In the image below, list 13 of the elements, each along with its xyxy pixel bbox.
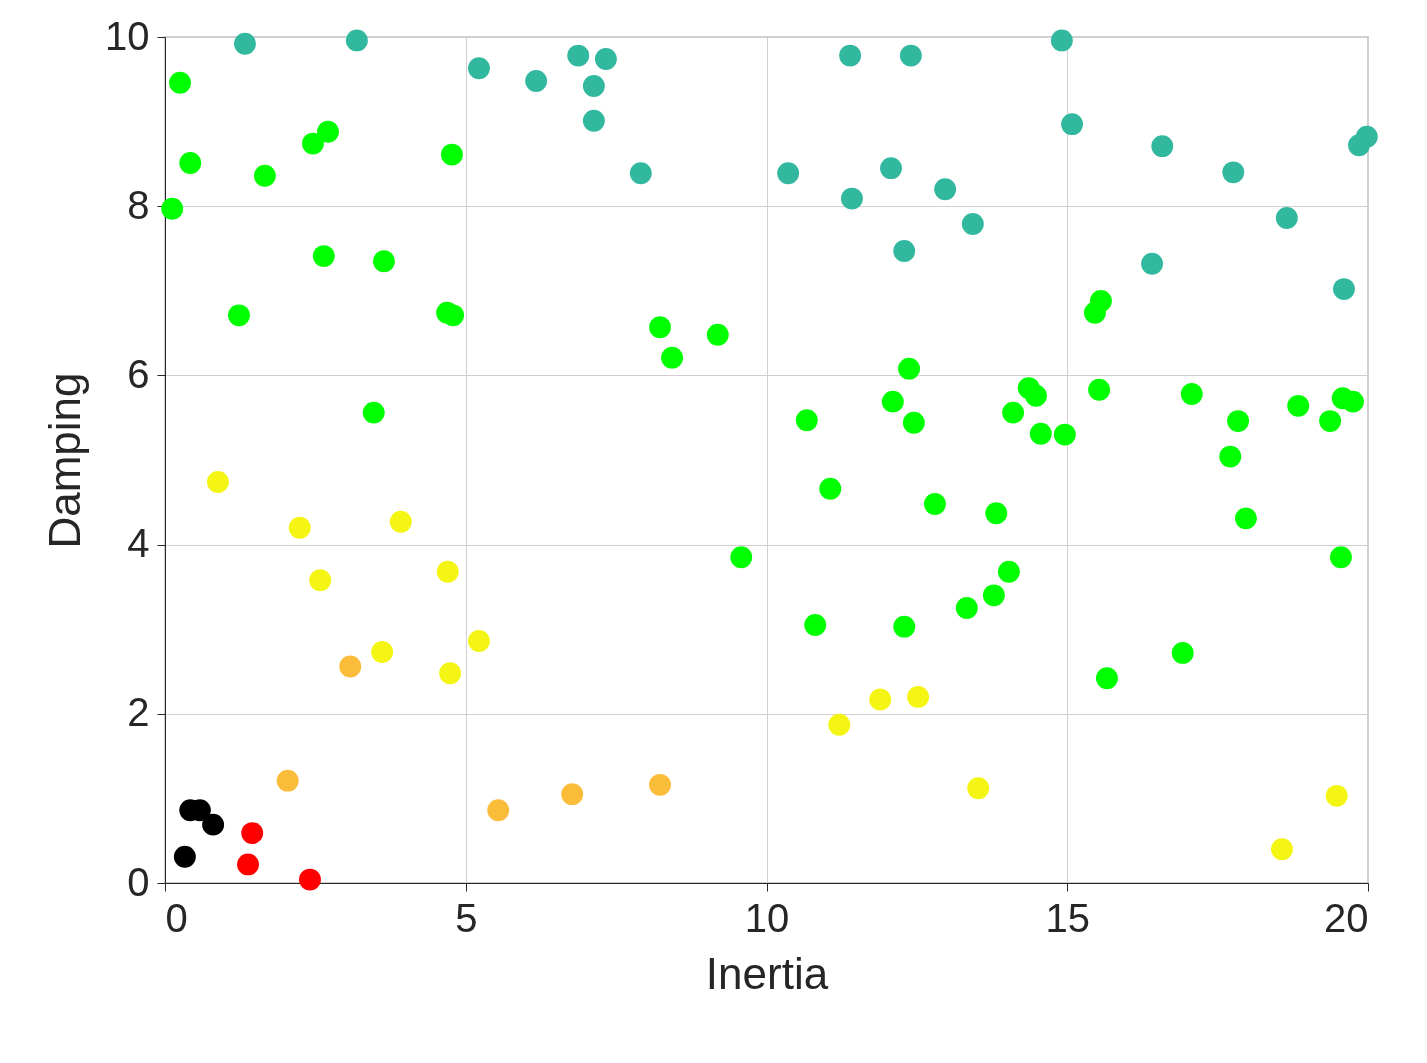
y-tick-label: 6 — [127, 351, 150, 396]
y-tick-label: 10 — [105, 13, 150, 58]
x-tick-label: 15 — [1045, 895, 1090, 940]
y-tick-label: 0 — [127, 859, 150, 904]
x-axis-title: Inertia — [705, 948, 829, 998]
x-tick-label: 20 — [1324, 895, 1369, 940]
x-tick-label: 0 — [165, 895, 188, 940]
y-tick-label: 8 — [127, 182, 150, 227]
y-axis-title: Damping — [40, 372, 90, 549]
y-tick-label: 4 — [127, 521, 150, 566]
y-tick-label: 2 — [127, 690, 150, 735]
x-tick-label: 5 — [455, 895, 478, 940]
x-tick-label: 10 — [744, 895, 790, 940]
